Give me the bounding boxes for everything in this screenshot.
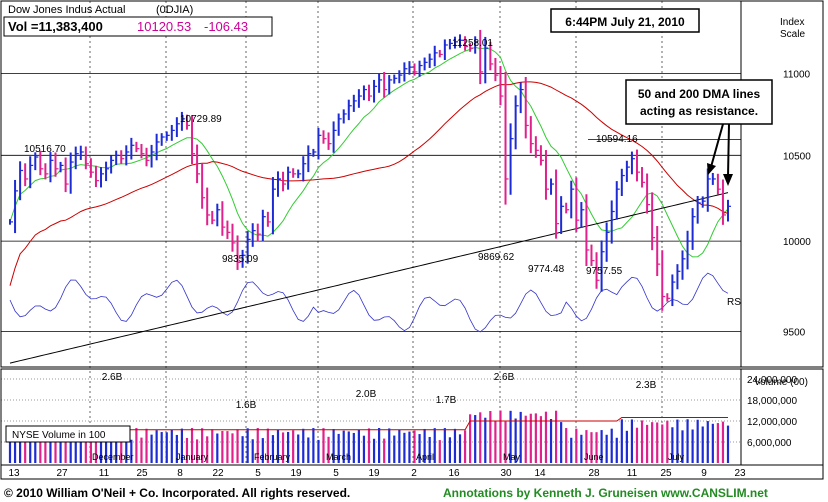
date-tick-label: 25	[660, 468, 672, 479]
annotation-arrow-1	[710, 123, 724, 168]
date-axis-strip	[0, 464, 824, 480]
price-bars	[9, 29, 731, 311]
last-price: 10120.53	[137, 19, 191, 34]
date-tick-label: 16	[448, 468, 460, 479]
month-axis-label: May	[503, 452, 521, 462]
month-axis-label: March	[326, 452, 351, 462]
moving-average-lines	[9, 46, 729, 364]
volume-peak-label: 1.7B	[436, 395, 457, 406]
volume-readout: Vol =11,383,400	[8, 19, 103, 34]
price-annotation-label: 9757.55	[586, 266, 623, 277]
date-tick-label: 19	[368, 468, 380, 479]
annotations-credit: Annotations by Kenneth J. Gruneisen www.…	[443, 486, 768, 500]
volume-peak-label: 2.3B	[636, 380, 657, 391]
annotation-arrow-2	[727, 123, 730, 178]
month-axis-label: February	[254, 452, 291, 462]
date-tick-label: 25	[136, 468, 148, 479]
date-tick-label: 8	[177, 468, 183, 479]
date-tick-label: 14	[534, 468, 546, 479]
price-annotation-label: 9774.48	[528, 264, 565, 275]
volume-tick-label: 6,000,000	[747, 438, 792, 449]
date-tick-label: 9	[701, 468, 707, 479]
volume-tick-label: 12,000,000	[747, 417, 797, 428]
annotation-line-2: acting as resistance.	[640, 104, 758, 118]
price-annotation-label: 11258.01	[452, 38, 493, 49]
price-tick-label: 11000	[783, 70, 811, 81]
price-tick-label: 9500	[783, 327, 806, 338]
date-tick-label: 27	[56, 468, 68, 479]
date-tick-label: 23	[734, 468, 746, 479]
rs-line	[9, 272, 729, 333]
month-axis-label: April	[416, 452, 434, 462]
timestamp-box	[550, 8, 700, 33]
copyright: © 2010 William O'Neil + Co. Incorporated…	[4, 486, 350, 500]
date-tick-label: 19	[290, 468, 302, 479]
date-tick-label: 28	[588, 468, 600, 479]
index-name: Dow Jones Indus Actual	[8, 4, 125, 16]
index-scale-label-1: Index	[780, 17, 804, 28]
volume-tick-label: 24,000,000	[747, 375, 797, 386]
volume-tick-label: 18,000,000	[747, 396, 797, 407]
date-tick-label: 5	[333, 468, 339, 479]
price-annotation-label: 9869.62	[478, 252, 515, 263]
volume-peak-label: 2.6B	[494, 372, 515, 383]
volume-peak-label: 2.6B	[102, 372, 123, 383]
volume-axis-title: Volume (00)	[754, 377, 808, 388]
date-tick-label: 11	[627, 468, 638, 479]
price-annotation-label: 9835.09	[222, 254, 259, 265]
date-tick-label: 2	[411, 468, 417, 479]
price-annotation-label: 10594.16	[596, 134, 638, 145]
index-scale-label-2: Scale	[780, 29, 805, 40]
month-axis-label: December	[92, 452, 134, 462]
price-tick-label: 10000	[783, 237, 811, 248]
price-change: -106.43	[204, 19, 248, 34]
chart-labels: 9500 10000 10500 11000 13 27 11 25 8 22 5 19 5 19 2 16 3…	[8, 38, 811, 479]
grid-lines	[1, 1, 741, 465]
month-axis-label: January	[176, 452, 209, 462]
date-tick-label: 13	[8, 468, 20, 479]
ma-long-black-line	[9, 192, 729, 364]
price-annotation-label: 10516.70	[24, 144, 66, 155]
date-tick-label: 30	[500, 468, 512, 479]
index-symbol: (0DJIA)	[156, 4, 193, 16]
month-axis-label: July	[668, 452, 685, 462]
ma-50-line	[9, 46, 729, 258]
date-tick-label: 5	[255, 468, 261, 479]
volume-bars	[8, 410, 730, 463]
volume-legend-box	[5, 425, 131, 443]
month-axis-label: June	[584, 452, 604, 462]
price-panel-frame	[0, 0, 824, 368]
volume-peak-label: 1.6B	[236, 400, 257, 411]
annotation-line-1: 50 and 200 DMA lines	[638, 87, 761, 101]
timestamp: 6:44PM July 21, 2010	[565, 15, 685, 29]
rs-line-layer	[9, 272, 729, 333]
price-tick-label: 10500	[783, 151, 811, 162]
volume-legend-label: NYSE Volume in 100	[12, 430, 106, 441]
date-tick-label: 22	[212, 468, 224, 479]
volume-peak-label: 2.0B	[356, 389, 377, 400]
quote-box	[3, 16, 273, 37]
rs-label: RS	[727, 297, 741, 308]
ma-200-line	[9, 81, 729, 286]
annotation-box	[625, 79, 773, 125]
annotation-arrowhead-1	[707, 163, 716, 175]
annotation-arrowhead-2	[723, 174, 733, 186]
date-tick-label: 11	[99, 468, 110, 479]
price-annotation-label: 10729.89	[180, 114, 222, 125]
